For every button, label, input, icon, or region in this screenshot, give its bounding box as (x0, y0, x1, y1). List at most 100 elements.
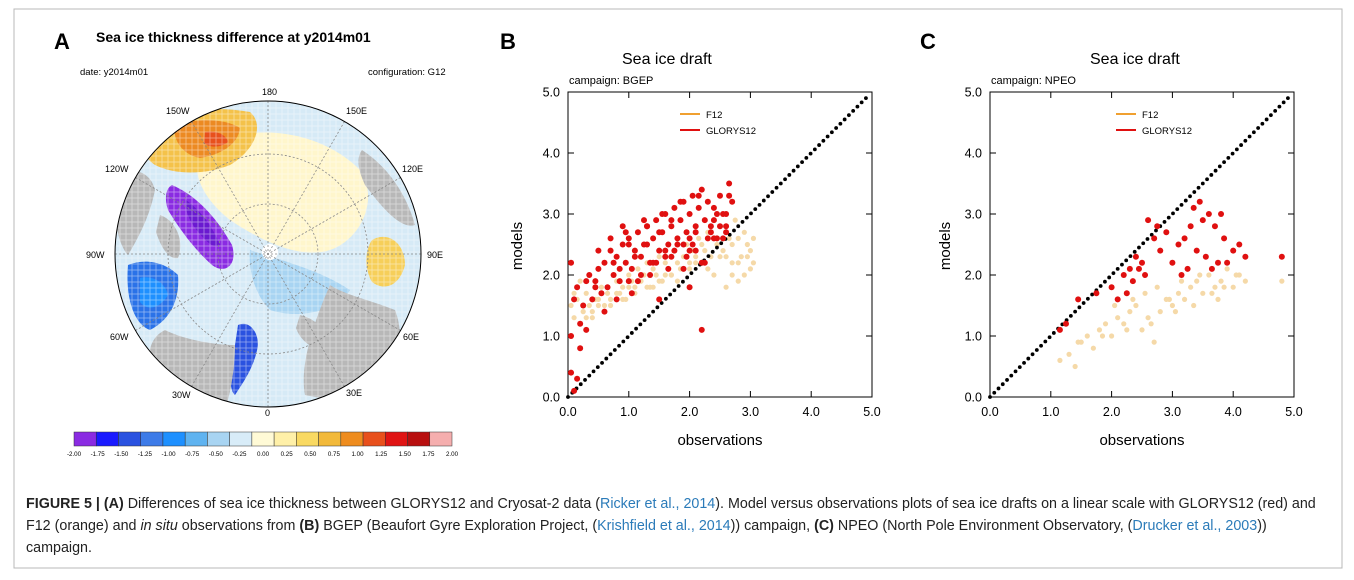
one-to-one-point (1217, 164, 1222, 169)
one-to-one-point (1226, 155, 1231, 160)
f12-point (1166, 296, 1172, 302)
glorys12-point (1063, 320, 1069, 327)
one-to-one-point (783, 177, 787, 182)
glorys12-point (601, 259, 608, 266)
f12-point (653, 272, 659, 278)
f12-point (662, 272, 668, 278)
glorys12-point (662, 247, 669, 254)
glorys12-point (616, 265, 623, 272)
glorys12-point (1178, 272, 1185, 278)
glorys12-point (677, 198, 684, 205)
one-to-one-point (604, 356, 609, 361)
colorbar-tick-label: -1.75 (91, 451, 106, 458)
one-to-one-point (1222, 160, 1226, 165)
f12-point (598, 284, 605, 290)
x-tick-label: 2.0 (681, 405, 698, 419)
caption-reference-link[interactable]: Krishfield et al., 2014 (597, 518, 731, 534)
one-to-one-point (749, 211, 753, 216)
f12-point (714, 241, 720, 248)
colorbar-tick-label: 0.25 (281, 451, 294, 458)
f12-point (1279, 278, 1285, 284)
glorys12-point (1145, 217, 1152, 224)
one-to-one-point (1200, 181, 1205, 186)
one-to-one-point (634, 326, 638, 331)
y-tick-label: 1.0 (965, 330, 982, 344)
f12-point (1066, 351, 1072, 357)
colorbar-tick-label: -2.00 (67, 451, 82, 458)
one-to-one-point (778, 181, 783, 186)
caption-label: FIGURE 5 | (A) (26, 496, 124, 512)
glorys12-point (577, 345, 584, 352)
glorys12-point (1196, 198, 1203, 205)
caption-reference-link[interactable]: Ricker et al., 2014 (600, 496, 716, 512)
f12-point (601, 302, 608, 309)
colorbar-tick-label: 1.50 (399, 451, 412, 458)
one-to-one-point (996, 386, 1001, 391)
glorys12-point (1154, 223, 1161, 230)
glorys12-point (574, 375, 581, 382)
one-to-one-point (1260, 121, 1265, 126)
glorys12-point (1175, 241, 1182, 248)
glorys12-point (713, 211, 720, 217)
glorys12-point (674, 241, 681, 248)
one-to-one-point (795, 164, 800, 169)
one-to-one-point (612, 348, 617, 352)
glorys12-point (1199, 217, 1206, 224)
glorys12-point (1230, 247, 1237, 254)
f12-point (1178, 278, 1185, 284)
glorys12-point (710, 235, 717, 242)
glorys12-point (665, 265, 672, 272)
f12-point (674, 278, 681, 284)
one-to-one-point (1047, 335, 1052, 340)
f12-point (1230, 284, 1236, 290)
colorbar-tick-label: -0.25 (232, 451, 247, 458)
f12-point (674, 260, 681, 266)
one-to-one-point (1022, 360, 1026, 365)
f12-point (632, 284, 638, 290)
colorbar-tick-label: -1.00 (161, 451, 176, 458)
glorys12-point (634, 278, 641, 285)
glorys12-point (634, 229, 641, 236)
f12-point (1169, 302, 1175, 309)
f12-point (1209, 290, 1215, 296)
y-tick-label: 0.0 (543, 391, 560, 405)
f12-point (1200, 290, 1206, 296)
glorys12-point (701, 259, 708, 266)
glorys12-point (619, 223, 626, 230)
f12-point (1096, 327, 1103, 333)
colorbar-swatch (73, 431, 97, 447)
glorys12-point (595, 265, 602, 272)
f12-point (750, 260, 757, 266)
colorbar-tick-label: 1.75 (422, 451, 435, 458)
glorys12-point (729, 198, 736, 205)
glorys12-point (650, 235, 657, 242)
legend-f12-label: F12 (706, 110, 722, 121)
f12-point (1206, 272, 1212, 278)
x-tick-label: 3.0 (1164, 405, 1181, 419)
one-to-one-point (710, 249, 715, 254)
panel-a-title: Sea ice thickness difference at y2014m01 (96, 29, 371, 45)
glorys12-point (580, 302, 587, 309)
f12-point (1215, 296, 1221, 302)
one-to-one-point (1277, 104, 1282, 109)
glorys12-point (677, 217, 684, 224)
caption-reference-link[interactable]: Drucker et al., 2003 (1132, 518, 1258, 534)
f12-point (744, 241, 750, 248)
caption-panel-b-label: (B) (299, 518, 320, 534)
panel-c-title: Sea ice draft (1090, 51, 1180, 68)
glorys12-point (1163, 229, 1170, 236)
one-to-one-point (1234, 147, 1239, 152)
one-to-one-point (1209, 173, 1214, 177)
colorbar-swatch (273, 431, 297, 447)
glorys12-point (622, 259, 629, 266)
one-to-one-point (812, 147, 817, 152)
panel-b-xlabel: observations (677, 432, 762, 449)
figure-caption: FIGURE 5 | (A) Differences of sea ice th… (26, 493, 1326, 559)
colorbar-swatch (429, 431, 453, 447)
x-tick-label: 0.0 (559, 405, 576, 419)
y-tick-label: 4.0 (965, 147, 982, 161)
one-to-one-point (1154, 228, 1158, 233)
panel-a-config-label: configuration: G12 (368, 67, 446, 78)
one-to-one-point (1141, 241, 1146, 246)
